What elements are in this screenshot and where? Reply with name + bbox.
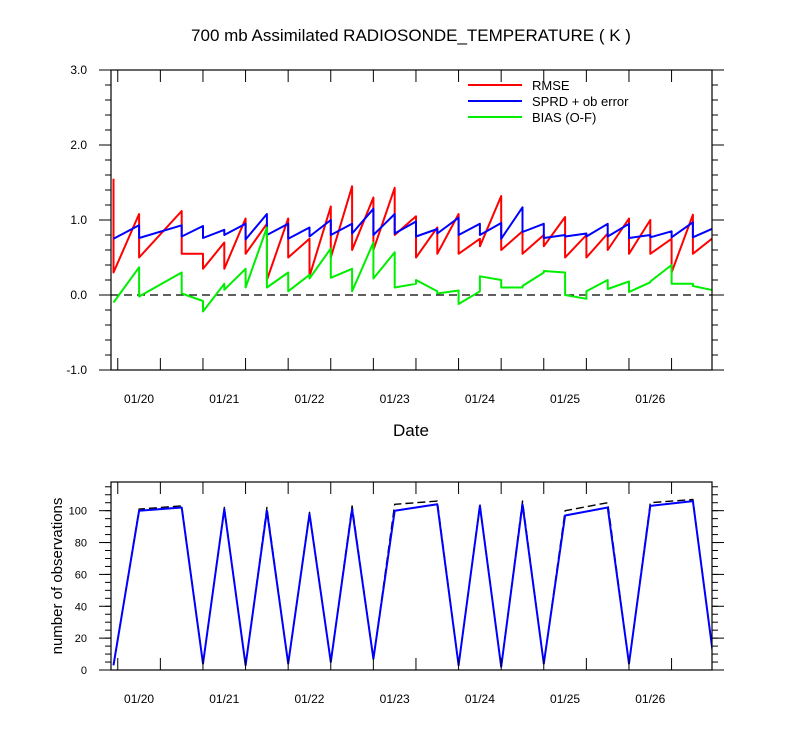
y-tick-label: 80 bbox=[75, 538, 87, 550]
y-tick-label: 40 bbox=[75, 601, 87, 613]
x-tick-label: 01/23 bbox=[380, 392, 410, 406]
bottom-ticks: 01/20 01/21 01/22 01/23 01/24 01/25 01/26 0 20 40… bbox=[69, 482, 724, 706]
y-axis-label-observations: number of observations bbox=[49, 498, 66, 655]
y-tick-label: 2.0 bbox=[70, 138, 87, 152]
y-tick-label: 0.0 bbox=[70, 288, 87, 302]
y-tick-label: 20 bbox=[75, 633, 87, 645]
x-tick-label: 01/25 bbox=[550, 692, 580, 706]
series-line-obs-used bbox=[112, 500, 712, 668]
series-line-bias-o-f bbox=[112, 226, 712, 313]
y-tick-label: 0 bbox=[81, 665, 87, 677]
x-axis-label: Date bbox=[393, 421, 429, 440]
bottom-plot: 01/20 01/21 01/22 01/23 01/24 01/25 01/26 0 20 40… bbox=[49, 481, 724, 706]
x-tick-label: 01/20 bbox=[124, 392, 154, 406]
series-line-sprd-ob-error bbox=[113, 206, 712, 241]
x-tick-label: 01/26 bbox=[635, 692, 665, 706]
series-line-rmse bbox=[112, 178, 712, 281]
top-plot: 01/20 01/21 01/22 01/23 01/24 01/25 01/26 -1.0 0… bbox=[66, 63, 724, 440]
legend-label: RMSE bbox=[532, 78, 570, 93]
legend-label: SPRD + ob error bbox=[532, 94, 629, 109]
y-tick-label: 60 bbox=[75, 569, 87, 581]
x-tick-label: 01/24 bbox=[465, 392, 495, 406]
series-line-obs-possible bbox=[112, 498, 712, 668]
y-tick-label: 1.0 bbox=[70, 213, 87, 227]
x-tick-label: 01/24 bbox=[465, 692, 495, 706]
y-tick-label: 3.0 bbox=[70, 63, 87, 77]
x-tick-label: 01/21 bbox=[209, 392, 239, 406]
x-tick-label: 01/25 bbox=[550, 392, 580, 406]
top-ticks: 01/20 01/21 01/22 01/23 01/24 01/25 01/26 -1.0 0… bbox=[66, 63, 724, 406]
y-tick-label: 100 bbox=[69, 506, 87, 518]
x-tick-label: 01/21 bbox=[209, 692, 239, 706]
x-tick-label: 01/23 bbox=[380, 692, 410, 706]
x-tick-label: 01/20 bbox=[124, 692, 154, 706]
bottom-plot-frame bbox=[110, 481, 713, 671]
top-series-group bbox=[111, 178, 712, 313]
bottom-series-group bbox=[112, 498, 712, 668]
legend-label: BIAS (O-F) bbox=[532, 110, 596, 125]
x-tick-label: 01/22 bbox=[294, 692, 324, 706]
chart-title: 700 mb Assimilated RADIOSONDE_TEMPERATUR… bbox=[191, 26, 631, 45]
y-tick-label: -1.0 bbox=[66, 363, 87, 377]
x-tick-label: 01/26 bbox=[635, 392, 665, 406]
x-tick-label: 01/22 bbox=[294, 392, 324, 406]
